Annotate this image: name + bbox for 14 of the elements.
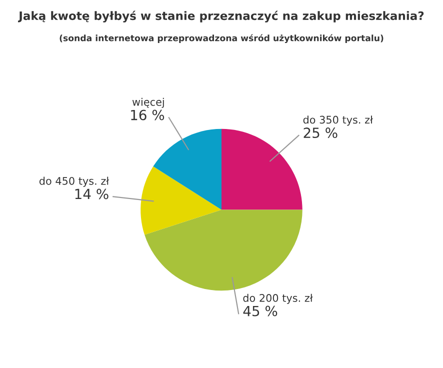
chart-title: Jaką kwotę byłbyś w stanie przeznaczyć na zakup mieszkania? [18, 10, 424, 22]
chart-subtitle: (sonda internetowa przeprowadzona wśród użytkowników portalu) [60, 34, 384, 44]
pie-slice [144, 210, 302, 291]
pie-slice [140, 166, 222, 235]
data-label: 14 % [75, 188, 108, 200]
data-label: 25 % [304, 128, 338, 138]
pie-slice [222, 128, 302, 210]
data-label: 16 % [131, 110, 164, 120]
slice-label: do 450 tys. zł [39, 176, 110, 187]
pie-slice [153, 128, 222, 210]
slice-label: do 350 tys. zł [303, 116, 373, 126]
data-label: 45 % [243, 306, 278, 316]
slice-label: do 200 tys. zł [243, 294, 313, 304]
slice-label: więcej [132, 98, 164, 108]
